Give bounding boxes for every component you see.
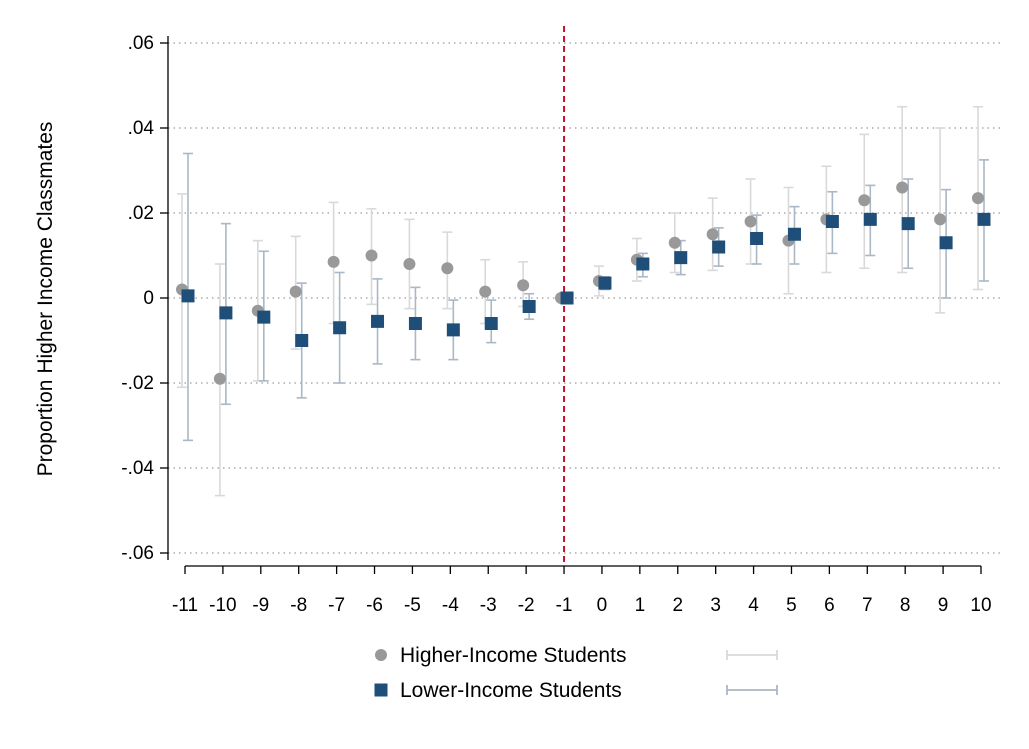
lower-income-point [598,276,612,290]
higher-income-point [517,279,530,292]
y-tick-label: .02 [128,203,154,224]
lower-income-point [750,232,764,245]
lower-income-point [484,317,498,330]
x-tick-label: -3 [480,595,497,616]
lower-income-point [863,212,877,226]
lower-income-point [636,257,650,271]
x-tick-label: -8 [290,595,307,616]
x-tick-label: 4 [748,595,759,616]
lower-income-point [333,321,347,335]
lower-income-point [939,236,953,250]
x-tick-label: 1 [635,595,646,616]
x-tick-label: 2 [672,595,683,616]
lower-income-point [901,217,915,231]
lower-income-point [219,306,233,320]
x-tick-label: -4 [442,595,459,616]
y-gridlines [168,42,1000,554]
higher-income-point [668,236,681,249]
higher-income-point [213,372,226,385]
point-estimates [176,181,991,385]
legend-marker-higher-income [375,649,387,661]
x-tick-label: 8 [900,595,911,616]
x-axis: -11 -10 -9 -8 -7 -6 -5 -4 -3 -2 -1 0 1 2 3 4 5 6 7 8 9 10 [172,565,992,616]
y-axis: .06 .04 .02 0 -.02 -.04 -.06 [121,33,169,564]
higher-income-point [706,228,719,241]
lower-income-point [371,314,385,328]
legend-label-higher-income: Higher-Income Students [400,644,626,667]
higher-income-point [365,249,378,262]
y-tick-label: -.02 [121,373,154,394]
higher-income-point [441,262,454,275]
x-tick-label: -6 [366,595,383,616]
y-tick-label: .06 [128,33,154,54]
higher-income-point [403,258,416,270]
y-tick-label: -.06 [121,543,154,564]
legend-label-lower-income: Lower-Income Students [400,679,622,702]
y-tick-label: 0 [143,288,154,309]
lower-income-point [712,240,726,254]
x-tick-label: 5 [786,595,797,616]
higher-income-point [972,192,984,205]
lower-income-point [257,310,271,324]
lower-income-point [560,291,574,305]
legend-marker-lower-income [374,683,388,697]
x-tick-label: -7 [328,595,345,616]
higher-income-point [934,213,947,226]
higher-income-point [896,181,909,194]
lower-income-point [408,317,422,330]
higher-income-point [327,255,340,268]
x-tick-label: 6 [824,595,835,616]
lower-income-point [787,227,801,241]
lower-income-point [674,251,688,265]
lower-income-point [446,323,460,337]
lower-income-point [825,215,839,228]
higher-income-point [744,215,757,228]
x-tick-label: -11 [172,595,198,616]
x-tick-label: 7 [862,595,873,616]
x-tick-label: -2 [518,595,535,616]
x-tick-label: -1 [556,595,573,616]
y-tick-label: -.04 [121,458,154,479]
higher-income-point [479,285,492,298]
higher-income-point [858,194,871,207]
x-tick-label: 9 [938,595,949,616]
legend: Higher-Income Students Lower-Income Stude… [374,644,778,702]
x-tick-label: -5 [404,595,421,616]
lower-income-point [522,300,536,313]
x-tick-label: -9 [252,595,269,616]
x-tick-label: -10 [209,595,236,616]
y-axis-title: Proportion Higher Income Classmates [34,122,57,477]
lower-income-point [977,212,991,226]
higher-income-point [289,285,302,298]
lower-income-point [181,289,195,303]
x-tick-label: 3 [710,595,721,616]
x-tick-label: 10 [970,595,991,616]
x-tick-label: 0 [597,595,608,616]
lower-income-point [295,334,309,347]
y-tick-label: .04 [128,118,155,139]
